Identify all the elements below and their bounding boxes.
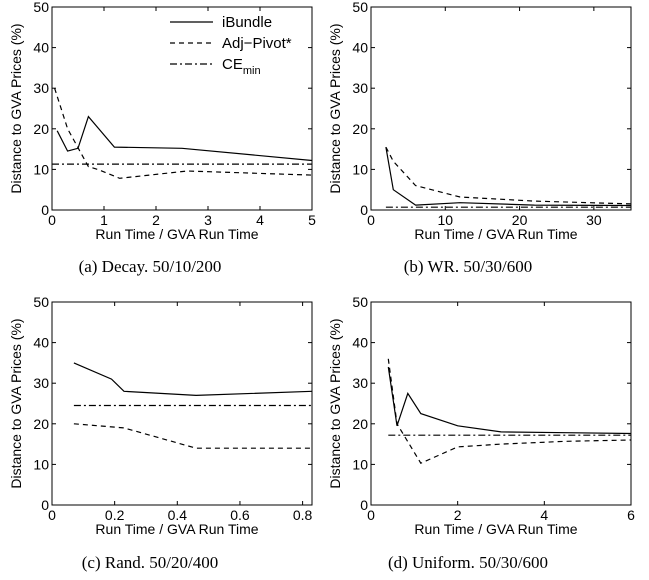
y-tick-label: 40 [352, 335, 368, 351]
y-tick-label: 50 [33, 0, 49, 15]
legend-label: iBundle [222, 14, 272, 31]
y-tick-label: 50 [352, 294, 368, 310]
x-tick-label: 0.4 [168, 507, 188, 523]
series-line-dashed [385, 146, 632, 205]
x-tick-label: 0.6 [230, 507, 250, 523]
y-tick-label: 30 [352, 80, 368, 96]
x-axis-label: Run Time / GVA Run Time [414, 226, 577, 242]
x-tick-label: 0 [367, 212, 375, 228]
x-tick-label: 10 [437, 212, 453, 228]
y-tick-label: 20 [33, 416, 49, 432]
legend-label: Adj−Pivot* [222, 35, 292, 52]
chart-panel-4: 0 10 20 30 40 50 0 2 4 6 Run Time / GVA Run Time Di… [327, 294, 635, 572]
y-axis-label: Distance to GVA Prices (%) [8, 318, 24, 488]
y-axis-label: Distance to GVA Prices (%) [8, 23, 24, 193]
plot-frame [51, 301, 313, 506]
y-tick-label: 10 [352, 161, 368, 177]
y-axis-label: Distance to GVA Prices (%) [327, 318, 343, 488]
x-tick-label: 6 [627, 507, 635, 523]
series-line-dashed [73, 423, 312, 449]
series-line-solid [73, 362, 313, 397]
y-tick-label: 20 [352, 416, 368, 432]
y-tick-label: 0 [360, 497, 368, 513]
chart-panel-1: 0 10 20 30 40 50 0 1 2 3 4 5 Run Time / GVA Run Time… [8, 0, 316, 276]
chart-panel-3: 0 10 20 30 40 50 0 0.2 0.4 0.6 0.8 Run Time / GVA R… [8, 294, 313, 572]
y-tick-label: 0 [41, 497, 49, 513]
x-tick-label: 3 [204, 212, 212, 228]
x-tick-label: 0 [48, 507, 56, 523]
legend: iBundle Adj−Pivot* CEmin [170, 14, 292, 77]
x-tick-label: 0 [48, 212, 56, 228]
y-axis-label: Distance to GVA Prices (%) [327, 23, 343, 193]
x-tick-label: 4 [256, 212, 264, 228]
y-tick-label: 20 [352, 121, 368, 137]
plot-frame [51, 6, 313, 211]
chart-caption: (c) Rand. 50/20/400 [82, 553, 218, 572]
y-tick-label: 30 [33, 375, 49, 391]
y-tick-label: 40 [33, 335, 49, 351]
series-line-solid [387, 366, 632, 435]
chart-caption: (d) Uniform. 50/30/600 [388, 553, 548, 572]
x-tick-label: 2 [454, 507, 462, 523]
series-line-dashed [387, 358, 632, 464]
x-tick-label: 0.2 [105, 507, 125, 523]
y-tick-label: 40 [33, 40, 49, 56]
x-axis-label: Run Time / GVA Run Time [414, 521, 577, 537]
legend-label: CEmin [222, 56, 261, 77]
chart-caption: (a) Decay. 50/10/200 [79, 257, 222, 276]
chart-caption: (b) WR. 50/30/600 [404, 257, 533, 276]
y-tick-label: 30 [33, 80, 49, 96]
y-tick-label: 40 [352, 40, 368, 56]
y-tick-label: 10 [33, 456, 49, 472]
x-tick-label: 2 [152, 212, 160, 228]
y-tick-label: 0 [360, 202, 368, 218]
legend-label-subscript: min [243, 65, 261, 77]
y-tick-label: 30 [352, 375, 368, 391]
series-line-solid [385, 146, 632, 207]
y-tick-label: 50 [352, 0, 368, 15]
x-tick-label: 5 [308, 212, 316, 228]
y-tick-label: 10 [33, 161, 49, 177]
x-tick-label: 1 [100, 212, 108, 228]
plot-frame [370, 6, 632, 211]
x-axis-label: Run Time / GVA Run Time [95, 226, 258, 242]
x-axis-label: Run Time / GVA Run Time [95, 521, 258, 537]
x-tick-label: 30 [586, 212, 602, 228]
x-tick-label: 0 [367, 507, 375, 523]
x-tick-label: 0.8 [293, 507, 313, 523]
y-tick-label: 20 [33, 121, 49, 137]
chart-panel-2: 0 10 20 30 40 50 0 10 20 30 Run Time / GVA Run Tim… [327, 0, 632, 276]
series-line-solid [56, 115, 313, 162]
series-line-dashed [54, 88, 313, 179]
plot-frame [370, 301, 632, 506]
x-tick-label: 20 [512, 212, 528, 228]
x-tick-label: 4 [540, 507, 548, 523]
y-tick-label: 0 [41, 202, 49, 218]
y-tick-label: 50 [33, 294, 49, 310]
y-tick-label: 10 [352, 456, 368, 472]
